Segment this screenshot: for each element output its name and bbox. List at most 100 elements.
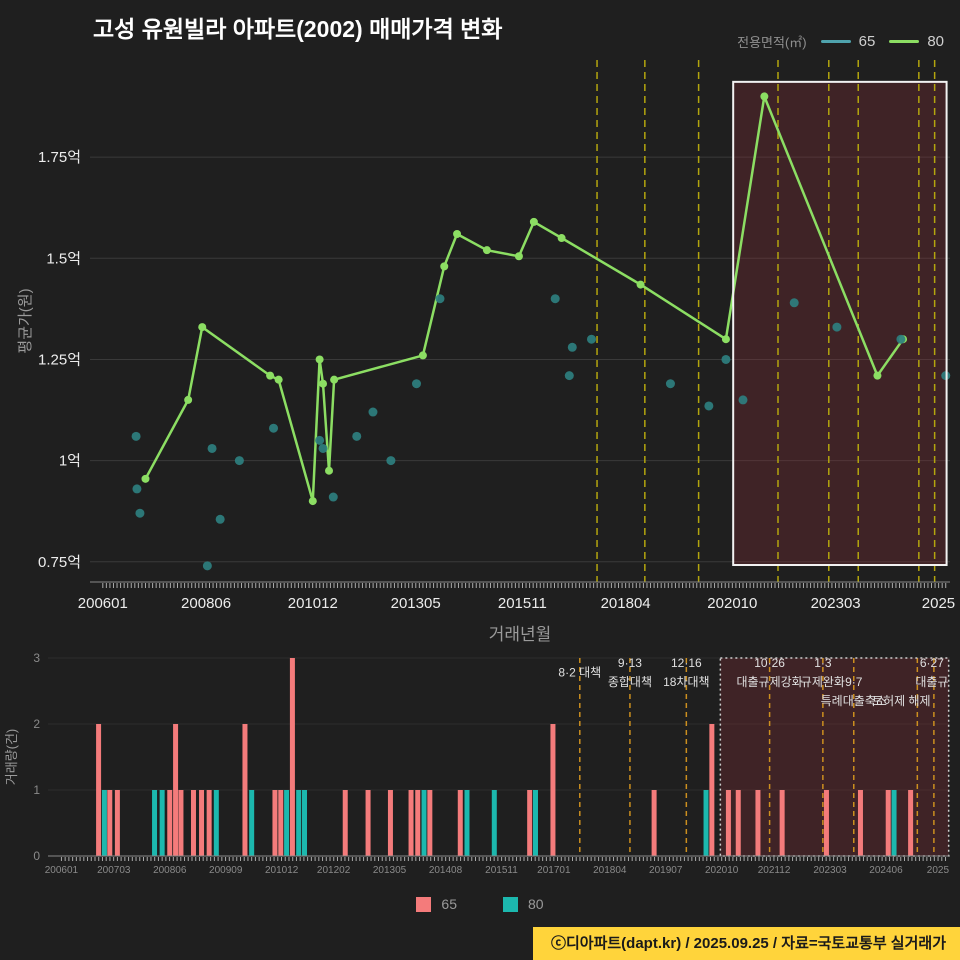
price-dot-65 <box>207 443 217 453</box>
volume-bar <box>651 790 657 856</box>
y-axis-title: 평균가(원) <box>17 288 34 353</box>
x-axis-title: 거래년월 <box>489 625 552 644</box>
x-tick-label: 201202 <box>317 865 351 876</box>
area-legend-80-label: 80 <box>927 33 944 50</box>
x-tick-label: 200806 <box>181 595 231 612</box>
price-dot-65 <box>315 435 325 445</box>
volume-bar <box>709 724 715 856</box>
y-tick-label: 1억 <box>59 453 81 470</box>
volume-bar <box>173 724 179 856</box>
size-legend-item-80[interactable]: 80 <box>503 896 544 912</box>
price-line-80 <box>144 95 905 503</box>
y-tick-label: 1 <box>33 783 40 797</box>
price-dot-65 <box>131 431 141 441</box>
price-point-80 <box>873 371 882 380</box>
price-dot-65 <box>386 456 396 466</box>
policy-annotation: 8·2 대책 <box>558 665 601 680</box>
volume-bar <box>823 790 829 856</box>
area-legend-65-label: 65 <box>858 33 876 50</box>
volume-bar <box>249 790 255 856</box>
x-tick-label: 202010 <box>705 865 739 876</box>
volume-bar <box>342 790 348 856</box>
y-tick-label: 2 <box>33 717 40 731</box>
bar-swatch-65-icon <box>416 896 432 912</box>
volume-bar <box>408 790 414 856</box>
price-point-80 <box>319 379 328 388</box>
price-dot-65 <box>435 294 445 304</box>
y-tick-label: 1.5억 <box>46 250 81 267</box>
volume-bar <box>779 790 785 856</box>
price-point-80 <box>325 466 334 475</box>
policy-annotation: 대출규 <box>915 675 948 689</box>
volume-bar <box>885 790 891 856</box>
size-legend-item-65[interactable]: 65 <box>416 896 457 912</box>
area-legend-label: 전용면적(㎡) <box>737 35 807 50</box>
price-chart: 200601 200806 201012 201305 201511 201804 2020… <box>17 60 955 644</box>
volume-bar <box>167 790 173 856</box>
price-point-80 <box>557 234 566 243</box>
price-dot-65 <box>567 342 577 352</box>
x-tick-label: 202010 <box>707 595 757 612</box>
price-dot-65 <box>135 508 145 518</box>
policy-annotation: 1·3 <box>814 656 832 670</box>
area-legend-item-65[interactable]: 65 <box>820 33 876 50</box>
volume-chart: 200601 200703 200806 200909 201012 201202 2013… <box>4 651 950 876</box>
volume-bar <box>190 790 196 856</box>
volume-bar <box>159 790 165 856</box>
volume-bar <box>703 790 709 856</box>
x-tick-label: 200601 <box>45 865 79 876</box>
price-dot-65 <box>586 334 596 344</box>
price-point-80 <box>636 280 645 289</box>
y-tick-label: 3 <box>33 651 40 665</box>
x-tick-label: 202303 <box>813 865 847 876</box>
volume-bar <box>427 790 433 856</box>
area-legend-item-80[interactable]: 80 <box>889 33 944 50</box>
price-dot-65 <box>412 379 422 389</box>
price-dot-65 <box>318 443 328 453</box>
x-tick-label: 201305 <box>391 595 441 612</box>
x-tick-label: 202406 <box>869 865 903 876</box>
price-dot-65 <box>352 431 362 441</box>
price-dot-65 <box>564 371 574 381</box>
price-point-80 <box>198 323 207 332</box>
price-dot-65 <box>832 322 842 332</box>
price-dot-65 <box>234 456 244 466</box>
x-tick-label: 201804 <box>601 595 651 612</box>
y-tick-label: 1.25억 <box>38 351 81 368</box>
x-tick-label: 201012 <box>288 595 338 612</box>
x-tick-label: 2025 <box>927 865 950 876</box>
volume-bar <box>278 790 284 856</box>
price-dot-65 <box>738 395 748 405</box>
price-point-80 <box>266 371 275 380</box>
volume-bar <box>464 790 470 856</box>
x-tick-label: 201305 <box>373 865 407 876</box>
price-dot-65 <box>896 334 906 344</box>
price-point-80 <box>330 375 339 384</box>
price-point-80 <box>440 262 449 271</box>
price-point-80 <box>529 217 538 226</box>
price-point-80 <box>308 497 317 506</box>
y-axis-title: 거래량(건) <box>4 729 19 786</box>
policy-annotation: 9·7 <box>845 675 863 689</box>
footer-credit: ⓒ디아파트(dapt.kr) / 2025.09.25 / 자료=국토교통부 실… <box>532 927 960 960</box>
highlight-border <box>732 80 948 567</box>
volume-bar <box>421 790 427 856</box>
policy-annotation: 특례대출축소 <box>821 694 887 708</box>
policy-annotation: 12·16 <box>671 656 702 670</box>
x-tick-label: 201701 <box>537 865 571 876</box>
volume-bar <box>284 790 290 856</box>
bar-swatch-80-icon <box>503 896 518 912</box>
area-legend: 전용면적(㎡) 65 80 <box>737 32 944 51</box>
price-dot-65 <box>202 561 212 571</box>
x-tick-label: 202112 <box>758 865 791 876</box>
price-point-80 <box>274 375 283 384</box>
y-tick-label: 0 <box>33 849 40 863</box>
policy-annotation: 종합대책 <box>608 674 652 689</box>
y-tick-label: 1.75억 <box>38 149 81 166</box>
price-dot-65 <box>665 379 675 389</box>
price-dot-65 <box>368 407 378 417</box>
x-tick-label: 201012 <box>265 865 299 876</box>
volume-bar <box>532 790 538 856</box>
highlight-region <box>733 81 947 566</box>
